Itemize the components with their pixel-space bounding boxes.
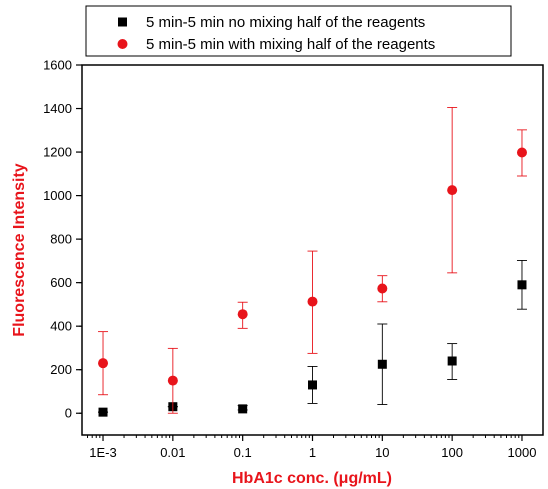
y-tick-label: 1000 — [43, 188, 72, 203]
data-point-circle — [447, 185, 458, 196]
x-axis: 1E-3 0.01 0.1 1 10 100 1000 — [87, 435, 537, 460]
x-tick-label: 1E-3 — [89, 445, 116, 460]
legend: 5 min-5 min no mixing half of the reagen… — [117, 14, 435, 53]
legend-marker-circle — [117, 39, 128, 49]
data-point-circle — [307, 296, 318, 307]
x-tick-label: 10 — [375, 445, 389, 460]
legend-box — [85, 5, 512, 57]
x-tick-label: 0.01 — [160, 445, 185, 460]
y-tick-label: 1400 — [43, 101, 72, 116]
series-layer — [98, 106, 527, 417]
data-point-circle — [167, 375, 178, 386]
data-point-square — [98, 407, 108, 417]
data-point-square — [377, 359, 387, 369]
data-point-square — [238, 404, 248, 414]
legend-label: 5 min-5 min with mixing half of the reag… — [146, 36, 435, 53]
x-axis-title: HbA1c conc. (μg/mL) — [232, 470, 392, 487]
x-tick-label: 0.1 — [234, 445, 252, 460]
y-tick-label: 1200 — [43, 145, 72, 160]
data-point-square — [517, 280, 527, 290]
x-tick-label: 1000 — [508, 445, 537, 460]
data-point-circle — [98, 358, 109, 369]
legend-label: 5 min-5 min no mixing half of the reagen… — [146, 14, 425, 31]
y-tick-label: 0 — [65, 406, 72, 421]
y-tick-label: 400 — [50, 319, 72, 334]
data-point-square — [308, 380, 317, 390]
legend-marker-square — [118, 17, 127, 27]
y-tick-label: 800 — [50, 232, 72, 247]
data-point-square — [447, 356, 457, 366]
data-point-circle — [377, 283, 388, 294]
data-point-circle — [237, 309, 248, 320]
y-tick-label: 600 — [50, 275, 72, 290]
y-tick-label: 200 — [50, 362, 72, 377]
y-axis: 0 200 400 600 800 1000 1200 1400 1600 — [43, 58, 82, 421]
x-tick-label: 100 — [441, 445, 463, 460]
x-tick-label: 1 — [309, 445, 316, 460]
y-tick-label: 1600 — [43, 58, 72, 73]
y-axis-title: Fluorescence Intensity — [11, 163, 28, 336]
data-point-circle — [516, 147, 527, 158]
